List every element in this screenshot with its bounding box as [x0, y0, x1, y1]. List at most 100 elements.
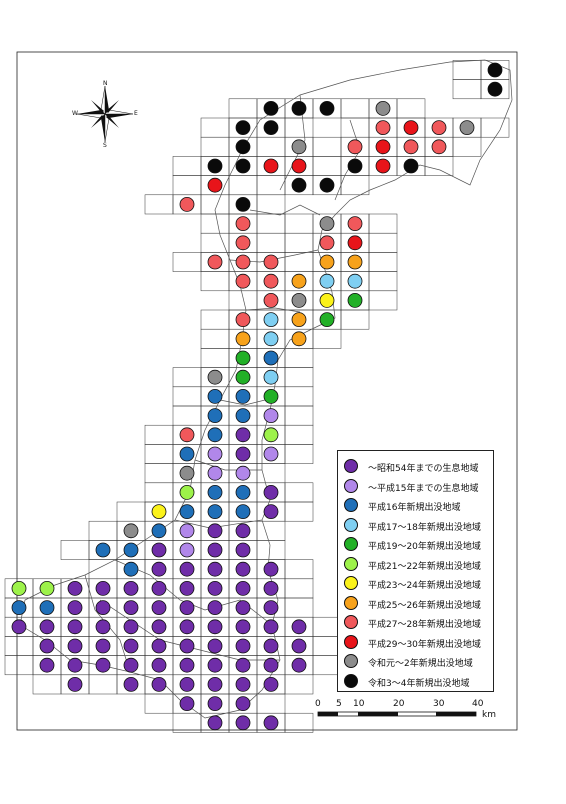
occurrence-dot	[291, 101, 307, 116]
grid-cell	[284, 674, 314, 695]
occurrence-dot	[123, 523, 139, 539]
occurrence-dots	[11, 62, 503, 731]
occurrence-dot	[67, 619, 83, 635]
occurrence-dot	[263, 427, 279, 443]
legend-item: 平成29〜30年新規出没地域	[338, 631, 493, 651]
occurrence-dot	[235, 235, 251, 251]
occurrence-dot	[179, 657, 195, 673]
occurrence-dot	[123, 581, 139, 596]
occurrence-dot	[179, 696, 195, 711]
legend: 〜昭和54年までの生息地域 〜平成15年までの生息地域 平成16年新規出没地域 …	[337, 450, 494, 692]
occurrence-dot	[179, 542, 195, 558]
legend-label: 〜平成15年までの生息地域	[368, 483, 479, 494]
grid-cell	[228, 290, 258, 311]
occurrence-dot	[207, 388, 223, 404]
occurrence-dot	[151, 600, 167, 615]
occurrence-dot	[179, 504, 195, 520]
legend-label: 平成17〜18年新規出没地域	[368, 522, 481, 533]
occurrence-dot	[319, 235, 335, 251]
grid-cell	[284, 386, 314, 407]
grid-cell	[200, 309, 230, 330]
grid-cell	[284, 501, 314, 522]
occurrence-dot	[179, 638, 195, 654]
legend-label: 平成23〜24年新規出没地域	[368, 581, 481, 591]
occurrence-dot	[263, 657, 279, 673]
occurrence-dot	[263, 331, 279, 347]
grid-cell	[340, 309, 370, 330]
legend-item: 平成27〜28年新規出没地域	[338, 611, 493, 631]
legend-item: 〜平成15年までの生息地域	[338, 475, 493, 495]
occurrence-dot	[235, 254, 251, 270]
occurrence-dot	[263, 677, 279, 692]
grid-cell	[256, 136, 286, 157]
occurrence-dot	[207, 581, 223, 596]
grid-cell	[284, 597, 314, 618]
occurrence-dot	[291, 139, 307, 155]
occurrence-dot	[235, 408, 251, 424]
compass-south-label: S	[103, 142, 107, 149]
occurrence-dot	[235, 369, 251, 385]
map-border	[16, 51, 518, 731]
occurrence-dot	[403, 158, 419, 174]
occurrence-dot	[235, 273, 251, 289]
occurrence-dot	[151, 581, 167, 596]
occurrence-dot	[207, 715, 223, 731]
grid-cell	[368, 232, 398, 253]
grid-cell	[284, 712, 314, 733]
legend-item: 平成16年新規出没地域	[338, 494, 493, 514]
occurrence-dot	[151, 677, 167, 692]
grid-cell	[144, 693, 174, 714]
occurrence-dot	[235, 388, 251, 404]
occurrence-dot	[151, 504, 167, 520]
occurrence-dot	[291, 331, 307, 347]
occurrence-dot	[179, 523, 195, 539]
grid-cell	[284, 367, 314, 388]
occurrence-dot	[487, 62, 503, 78]
occurrence-dot	[347, 216, 363, 232]
occurrence-dot	[291, 657, 307, 673]
occurrence-dot	[179, 600, 195, 615]
occurrence-dot	[235, 523, 251, 539]
occurrence-dot	[179, 427, 195, 443]
occurrence-dot	[291, 273, 307, 289]
legend-swatch	[344, 615, 358, 629]
grid-cell	[172, 252, 202, 272]
scale-tick-30: 30	[433, 699, 445, 709]
grid-cell	[88, 559, 118, 580]
occurrence-dot	[235, 120, 251, 135]
occurrence-dot	[235, 504, 251, 520]
grid-cell	[144, 463, 174, 484]
occurrence-dot	[39, 657, 55, 673]
occurrence-dot	[347, 254, 363, 270]
occurrence-dot	[263, 408, 279, 424]
legend-item: 令和元〜2年新規出没地域	[338, 650, 493, 670]
occurrence-dot	[179, 196, 195, 212]
grid-cell	[172, 175, 202, 196]
occurrence-dot	[235, 619, 251, 635]
occurrence-dot	[291, 638, 307, 654]
occurrence-dot	[487, 81, 503, 97]
occurrence-dot	[431, 120, 447, 135]
occurrence-dot	[95, 638, 111, 654]
occurrence-dot	[151, 542, 167, 558]
occurrence-dot	[347, 139, 363, 155]
grid-cell	[340, 175, 370, 196]
occurrence-dot	[235, 158, 251, 174]
occurrence-dot	[459, 120, 475, 135]
occurrence-dot	[263, 254, 279, 270]
occurrence-dot	[207, 177, 223, 193]
grid-cell	[284, 348, 314, 368]
occurrence-dot	[263, 619, 279, 635]
occurrence-dot	[291, 158, 307, 174]
occurrence-dot	[235, 581, 251, 596]
occurrence-dot	[319, 177, 335, 193]
occurrence-dot	[235, 657, 251, 673]
scale-tick-20: 20	[393, 699, 405, 709]
occurrence-dot	[263, 101, 279, 116]
occurrence-dot	[347, 158, 363, 174]
scale-tick-5: 5	[336, 699, 342, 709]
occurrence-dot	[347, 235, 363, 251]
occurrence-dot	[179, 581, 195, 596]
legend-swatch	[344, 556, 358, 571]
occurrence-dot	[123, 600, 139, 615]
